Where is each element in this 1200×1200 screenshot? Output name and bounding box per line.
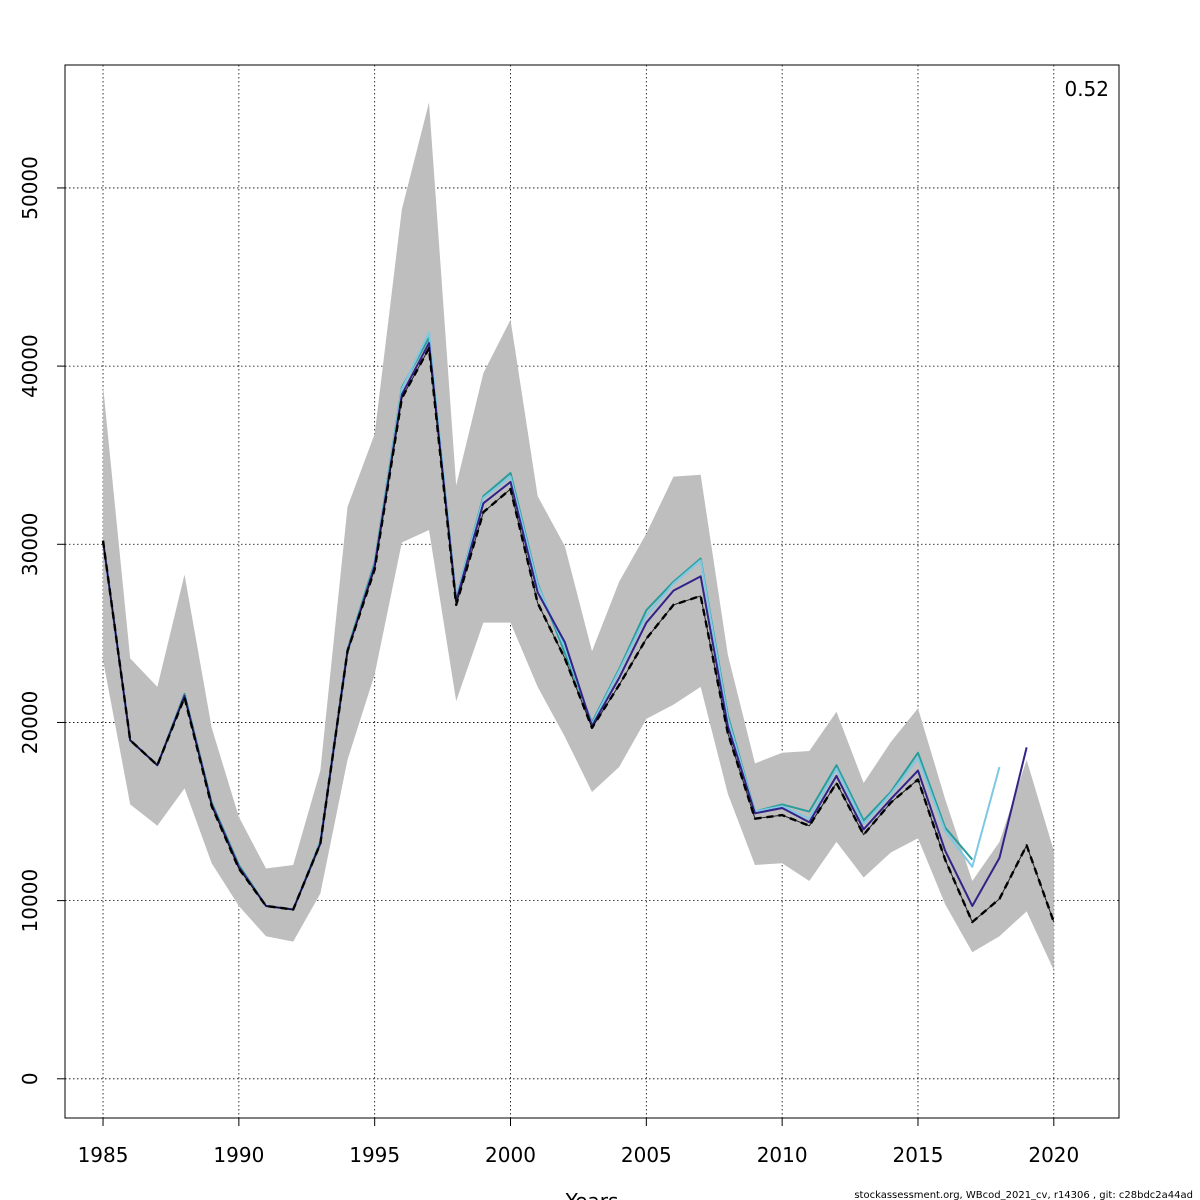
y-tick-label: 50000 [18,156,42,220]
x-tick-label: 1985 [78,1143,129,1167]
y-tick-label: 20000 [18,691,42,755]
confidence-band-layer [103,102,1054,971]
x-axis-title: Years [565,1189,619,1200]
x-tick-label: 2020 [1028,1143,1079,1167]
x-tick-label: 2000 [485,1143,536,1167]
x-tick-label: 2015 [893,1143,944,1167]
x-tick-label: 1995 [349,1143,400,1167]
series-layer [101,331,1055,924]
axes: 1985 1990 1995 2000 2005 2010 2015 2020 0 10000 20… [18,156,1079,1167]
y-tick-label: 40000 [18,334,42,398]
y-tick-label: 30000 [18,512,42,576]
series-line-estimate-dashed-core [102,347,1055,923]
grid-lines [65,65,1119,1118]
x-tick-label: 1990 [213,1143,264,1167]
confidence-band [103,102,1054,971]
plot-frame [64,64,1120,1119]
footer-credit: stockassessment.org, WBcod_2021_cv, r143… [854,1190,1193,1200]
x-tick-label: 2005 [621,1143,672,1167]
x-tick-label: 2010 [757,1143,808,1167]
y-tick-label: 10000 [18,869,42,933]
corner-value-label: 0.52 [1064,77,1109,101]
y-tick-label: 0 [18,1072,42,1085]
